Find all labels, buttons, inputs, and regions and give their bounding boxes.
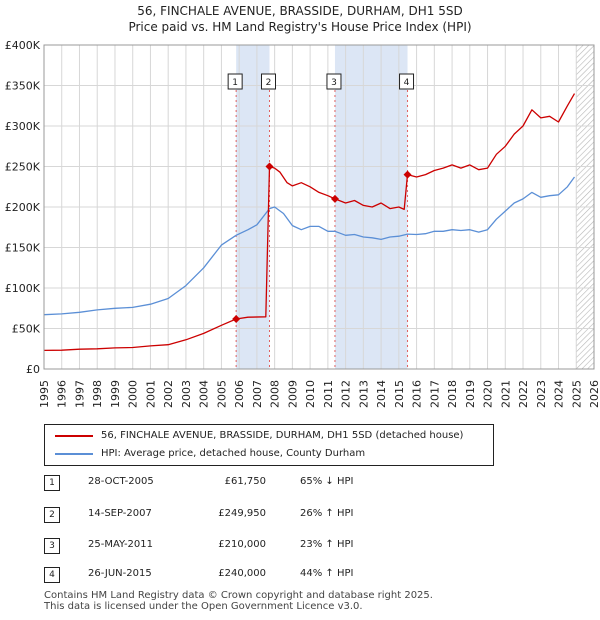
legend-label-property: 56, FINCHALE AVENUE, BRASSIDE, DURHAM, D…: [101, 430, 464, 441]
transaction-number: 3: [44, 538, 60, 554]
property-price-line: [43, 93, 576, 352]
transaction-date: 28-OCT-2005: [88, 476, 154, 487]
x-tick-label: 2025: [570, 380, 583, 408]
x-tick-label: 1996: [56, 380, 69, 408]
transaction-hpi-diff: 44% ↑ HPI: [300, 568, 354, 579]
transaction-price: £210,000: [218, 539, 266, 550]
x-tick-label: 2020: [482, 380, 495, 408]
x-tick-label: 2001: [144, 380, 157, 408]
chart-title: 56, FINCHALE AVENUE, BRASSIDE, DURHAM, D…: [137, 4, 463, 18]
x-tick-label: 2003: [180, 380, 193, 408]
sale-number-label: 1: [232, 78, 238, 88]
y-tick-label: £0: [26, 363, 40, 376]
x-tick-label: 2009: [286, 380, 299, 408]
sale-point: [330, 194, 339, 203]
x-tick-label: 2016: [411, 380, 424, 408]
sale-number-box: [326, 73, 342, 90]
sale-point: [403, 170, 412, 179]
x-tick-label: 2022: [517, 380, 530, 408]
y-tick-label: £400K: [5, 39, 41, 52]
x-tick-label: 2012: [340, 380, 353, 408]
x-tick-label: 2024: [553, 380, 566, 408]
y-tick-label: £300K: [5, 120, 41, 133]
footer-copyright: Contains HM Land Registry data © Crown c…: [44, 590, 433, 601]
sale-number-label: 4: [404, 78, 410, 88]
hpi-line: [43, 176, 576, 316]
sale-number-box: [399, 73, 415, 90]
x-tick-label: 2023: [535, 380, 548, 408]
x-tick-label: 2007: [251, 380, 264, 408]
x-tick-label: 2026: [588, 380, 600, 408]
legend: 56, FINCHALE AVENUE, BRASSIDE, DURHAM, D…: [44, 424, 494, 466]
transaction-number: 2: [44, 507, 60, 523]
x-tick-label: 2000: [127, 380, 140, 408]
legend-swatch-hpi: [55, 453, 93, 455]
y-tick-label: £100K: [5, 282, 41, 295]
footer: Contains HM Land Registry data © Crown c…: [44, 590, 433, 612]
x-tick-label: 2004: [198, 380, 211, 408]
x-tick-label: 2015: [393, 380, 406, 408]
transaction-row: 1 28-OCT-2005 £61,750 65% ↓ HPI: [44, 475, 384, 493]
x-tick-label: 1997: [73, 380, 86, 408]
transaction-hpi-diff: 26% ↑ HPI: [300, 508, 354, 519]
x-tick-label: 1995: [38, 380, 51, 408]
transaction-date: 14-SEP-2007: [88, 508, 152, 519]
plot-frame: [43, 44, 595, 370]
x-tick-label: 2002: [162, 380, 175, 408]
y-tick-label: £200K: [5, 201, 41, 214]
y-tick-label: £250K: [5, 161, 41, 174]
transaction-row: 2 14-SEP-2007 £249,950 26% ↑ HPI: [44, 507, 384, 525]
y-tick-label: £50K: [12, 323, 41, 336]
sale-number-label: 3: [331, 78, 337, 88]
transaction-row: 3 25-MAY-2011 £210,000 23% ↑ HPI: [44, 538, 384, 556]
x-tick-label: 1998: [91, 380, 104, 408]
sale-point: [232, 314, 241, 323]
sale-number-box: [261, 73, 276, 90]
transaction-price: £61,750: [224, 476, 266, 487]
transaction-row: 4 26-JUN-2015 £240,000 44% ↑ HPI: [44, 567, 384, 585]
x-tick-label: 2014: [375, 380, 388, 408]
transaction-number: 1: [44, 475, 60, 491]
chart-subtitle: Price paid vs. HM Land Registry's House …: [128, 20, 472, 34]
x-tick-label: 2011: [322, 380, 335, 408]
x-tick-label: 2013: [357, 380, 370, 408]
x-tick-label: 2005: [215, 380, 228, 408]
transaction-price: £240,000: [218, 568, 266, 579]
transaction-date: 25-MAY-2011: [88, 539, 154, 550]
x-tick-label: 2018: [446, 380, 459, 408]
x-tick-label: 2017: [428, 380, 441, 408]
transaction-price: £249,950: [218, 508, 266, 519]
y-tick-label: £350K: [5, 80, 41, 93]
sale-number-box: [227, 73, 243, 90]
sale-point: [265, 162, 274, 171]
transaction-number: 4: [44, 567, 60, 583]
sale-number-label: 2: [266, 78, 272, 88]
x-tick-label: 2019: [464, 380, 477, 408]
y-tick-label: £150K: [5, 242, 41, 255]
price-chart: 1 2 3 4 £0 £50K £100K £150K £200K £250K £300K £350K…: [5, 39, 600, 408]
legend-label-hpi: HPI: Average price, detached house, Coun…: [101, 448, 366, 459]
x-tick-label: 1999: [109, 380, 122, 408]
x-tick-label: 2006: [233, 380, 246, 408]
transaction-hpi-diff: 23% ↑ HPI: [300, 539, 354, 550]
footer-licence: This data is licensed under the Open Gov…: [44, 601, 363, 612]
transaction-date: 26-JUN-2015: [88, 568, 152, 579]
legend-swatch-property: [55, 435, 93, 437]
x-tick-label: 2010: [304, 380, 317, 408]
x-tick-label: 2008: [269, 380, 282, 408]
x-tick-label: 2021: [499, 380, 512, 408]
transaction-hpi-diff: 65% ↓ HPI: [300, 476, 354, 487]
